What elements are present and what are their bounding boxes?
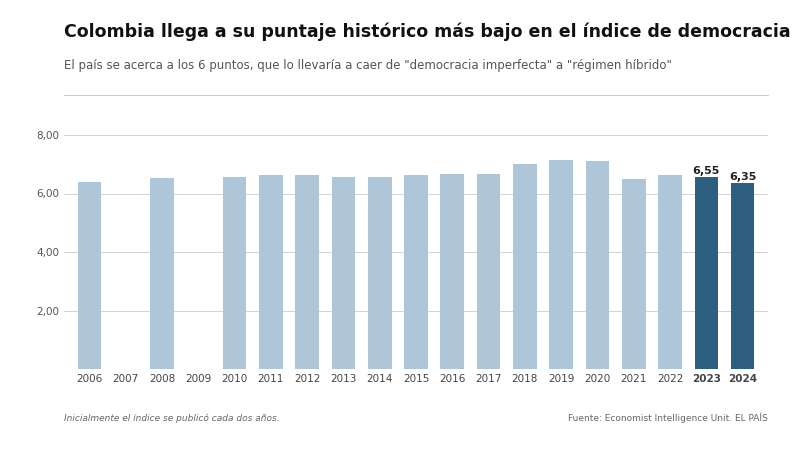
- Bar: [368, 177, 391, 369]
- Text: 6,35: 6,35: [729, 171, 756, 181]
- Text: 6,55: 6,55: [693, 166, 720, 176]
- Bar: [441, 174, 464, 369]
- Bar: [622, 180, 646, 369]
- Bar: [477, 174, 500, 369]
- Bar: [550, 160, 573, 369]
- Bar: [332, 177, 355, 369]
- Bar: [513, 164, 537, 369]
- Bar: [78, 182, 101, 369]
- Bar: [731, 183, 754, 369]
- Bar: [658, 175, 682, 369]
- Text: Fuente: Economist Intelligence Unit. EL PAÍS: Fuente: Economist Intelligence Unit. EL …: [568, 413, 768, 423]
- Bar: [150, 178, 174, 369]
- Bar: [694, 177, 718, 369]
- Bar: [222, 177, 246, 369]
- Text: Inicialmente el índice se publicó cada dos años.: Inicialmente el índice se publicó cada d…: [64, 414, 280, 423]
- Bar: [586, 162, 610, 369]
- Bar: [259, 176, 282, 369]
- Text: Colombia llega a su puntaje histórico más bajo en el índice de democracia: Colombia llega a su puntaje histórico má…: [64, 22, 790, 41]
- Text: El país se acerca a los 6 puntos, que lo llevaría a caer de "democracia imperfec: El país se acerca a los 6 puntos, que lo…: [64, 58, 672, 72]
- Bar: [295, 175, 319, 369]
- Bar: [404, 176, 428, 369]
